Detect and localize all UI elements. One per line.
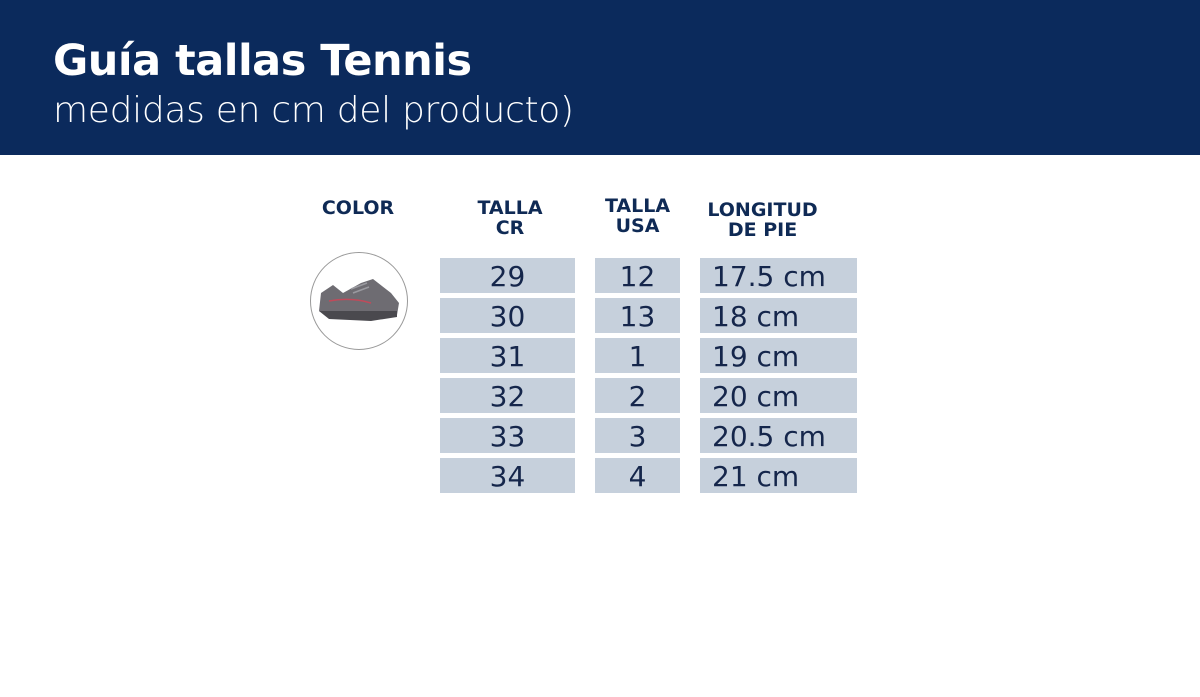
column-header-talla-usa: TALLA USA <box>590 196 685 236</box>
table-cell-usa: 1 <box>595 338 680 373</box>
table-cell-cr: 34 <box>440 458 575 493</box>
header-line: CR <box>495 217 525 239</box>
table-cell-cr: 30 <box>440 298 575 333</box>
table-cell-cr: 33 <box>440 418 575 453</box>
sneaker-icon <box>319 279 399 321</box>
header-line: TALLA <box>604 195 671 217</box>
table-cell-usa: 3 <box>595 418 680 453</box>
page-subtitle: medidas en cm del producto) <box>53 90 574 131</box>
table-cell-length: 20 cm <box>700 378 857 413</box>
table-cell-length: 19 cm <box>700 338 857 373</box>
table-cell-cr: 29 <box>440 258 575 293</box>
header-line: TALLA <box>477 197 543 219</box>
table-cell-usa: 4 <box>595 458 680 493</box>
table-cell-cr: 31 <box>440 338 575 373</box>
table-cell-length: 21 cm <box>700 458 857 493</box>
table-cell-length: 17.5 cm <box>700 258 857 293</box>
header-line: COLOR <box>321 197 395 219</box>
table-cell-length: 18 cm <box>700 298 857 333</box>
table-cell-usa: 2 <box>595 378 680 413</box>
shoe-color-swatch <box>310 252 408 350</box>
header-line: LONGITUD <box>707 199 818 221</box>
header-line: USA <box>615 215 660 237</box>
header-line: DE PIE <box>727 219 798 241</box>
table-cell-usa: 12 <box>595 258 680 293</box>
column-header-color: COLOR <box>310 198 406 218</box>
page-title: Guía tallas Tennis <box>53 36 472 86</box>
table-cell-usa: 13 <box>595 298 680 333</box>
column-header-longitud: LONGITUD DE PIE <box>700 200 825 240</box>
column-header-talla-cr: TALLA CR <box>440 198 580 238</box>
table-cell-cr: 32 <box>440 378 575 413</box>
header-banner: Guía tallas Tennis medidas en cm del pro… <box>0 0 1200 155</box>
table-cell-length: 20.5 cm <box>700 418 857 453</box>
